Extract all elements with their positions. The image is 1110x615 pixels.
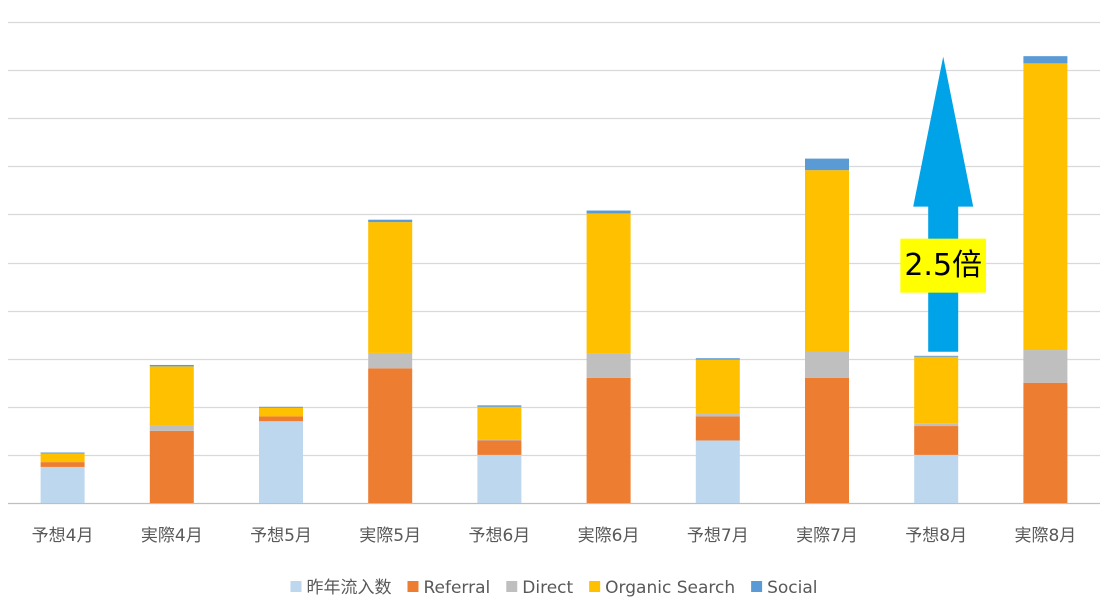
legend-label: Social: [767, 578, 817, 598]
bar-segment: [368, 219, 413, 223]
bar-segment: [914, 454, 959, 503]
legend-item: Social: [751, 578, 818, 598]
bar-segment: [695, 358, 740, 360]
bar-segment: [477, 406, 522, 440]
bar-segment: [695, 359, 740, 414]
bar-segment: [805, 170, 849, 352]
legend-label: Organic Search: [605, 578, 735, 598]
bar-segment: [368, 368, 413, 503]
bar-segment: [477, 454, 522, 503]
legend-swatch: [290, 581, 302, 592]
bar-segment: [149, 430, 194, 503]
bar-segment: [805, 351, 849, 378]
bar-segment: [259, 406, 303, 408]
bar-segment: [805, 158, 849, 171]
legend-label: 昨年流入数: [306, 578, 391, 598]
bar-segment: [149, 364, 194, 367]
annotation-label-background: [900, 238, 987, 293]
annotation: 2.5倍: [900, 56, 987, 352]
bar-segment: [259, 416, 303, 422]
x-tick-label: 実際7月: [796, 526, 858, 546]
legend-item: Referral: [407, 578, 490, 598]
bars: [40, 56, 1068, 503]
x-tick-label: 実際5月: [359, 526, 421, 546]
bar-segment: [586, 213, 631, 354]
bar-segment: [586, 377, 631, 503]
bar-segment: [1023, 382, 1068, 503]
bar-segment: [914, 356, 959, 424]
bar-segment: [695, 416, 740, 441]
bar-segment: [149, 425, 194, 431]
bar-segment: [368, 222, 413, 353]
legend-swatch: [751, 581, 763, 592]
x-tick-label: 予想8月: [905, 526, 967, 546]
legend-label: Direct: [522, 578, 573, 598]
bar-segment: [1023, 350, 1068, 383]
bar-segment: [477, 439, 522, 441]
legend: 昨年流入数 Referral Direct Organic Search Social: [290, 578, 818, 598]
x-tick-label: 実際6月: [578, 526, 640, 546]
legend-swatch: [589, 581, 601, 592]
bar-segment: [368, 352, 413, 369]
bar-segment: [149, 366, 194, 426]
x-tick-label: 予想7月: [687, 526, 749, 546]
bar-segment: [259, 421, 303, 503]
x-tick-label: 実際4月: [141, 526, 203, 546]
bar-segment: [695, 413, 740, 417]
bar-segment: [477, 405, 522, 407]
bar-segment: [1023, 63, 1068, 351]
legend-item: Organic Search: [589, 578, 735, 598]
bar-segment: [914, 426, 959, 455]
legend-item: Direct: [506, 578, 574, 598]
legend-item: 昨年流入数: [290, 578, 391, 598]
bar-segment: [40, 462, 85, 467]
bar-segment: [40, 453, 85, 463]
bar-segment: [914, 355, 959, 357]
x-axis: 予想4月 実際4月 予想5月 実際5月 予想6月 実際6月 予想7月 実際7月 予想8月 実際8月: [32, 526, 1077, 546]
x-tick-label: 予想6月: [468, 526, 530, 546]
bar-segment: [40, 452, 85, 454]
legend-label: Referral: [423, 578, 490, 598]
bar-segment: [695, 440, 740, 503]
x-tick-label: 予想4月: [32, 526, 94, 546]
bar-segment: [259, 407, 303, 417]
growth-arrow: [913, 56, 974, 352]
bar-segment: [477, 440, 522, 455]
legend-swatch: [407, 581, 419, 592]
x-tick-label: 予想5月: [250, 526, 312, 546]
annotation-label: 2.5倍: [904, 248, 982, 283]
bar-segment: [805, 377, 849, 503]
bar-segment: [586, 210, 631, 214]
bar-segment: [1023, 56, 1068, 64]
bar-segment: [914, 423, 959, 427]
bar-segment: [586, 353, 631, 378]
x-tick-label: 実際8月: [1014, 526, 1076, 546]
bar-segment: [40, 466, 85, 503]
legend-swatch: [506, 581, 518, 592]
